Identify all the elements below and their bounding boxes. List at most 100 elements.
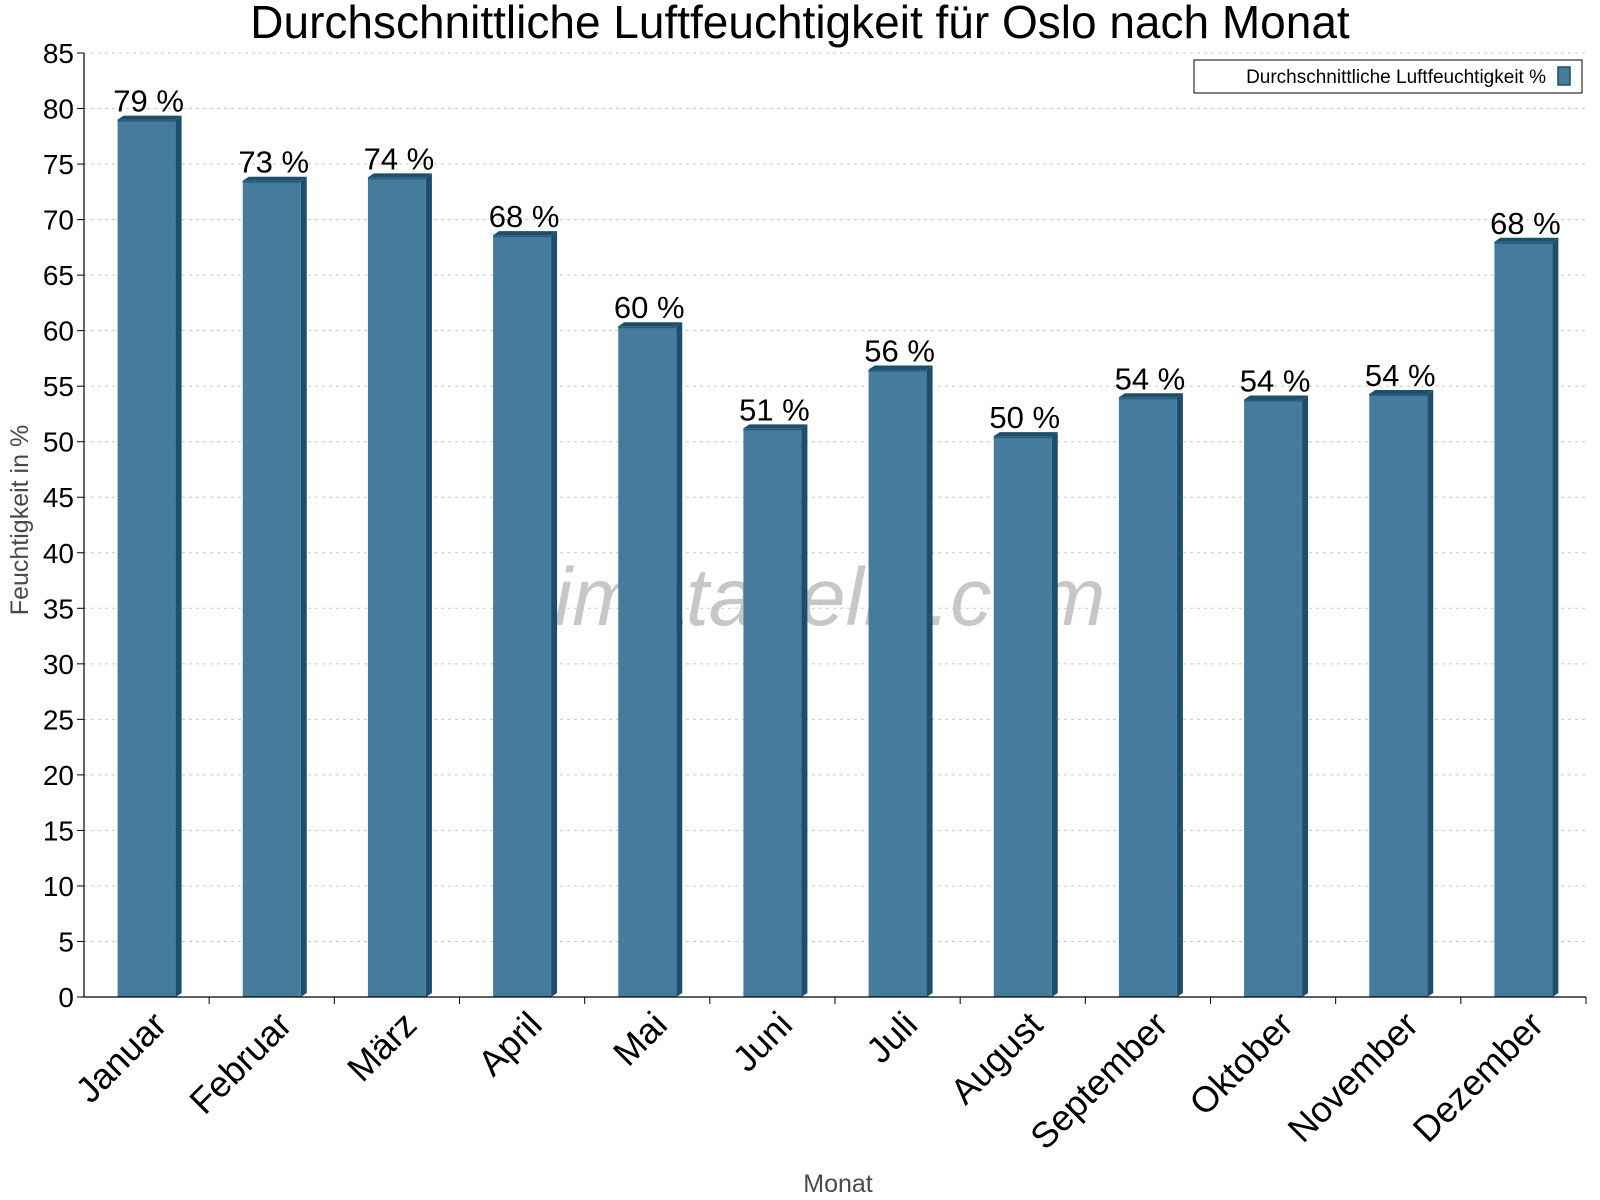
data-labels: 79 % 73 % 74 % 68 % 60 % 51 % 56 % 50 % 54 % 54 %… (113, 84, 1561, 436)
bar-side (1302, 395, 1309, 997)
y-tick-label: 10 (43, 871, 74, 902)
y-tick-label: 15 (43, 815, 74, 846)
x-tick-label-juni: Juni (724, 1004, 800, 1080)
bar-side (175, 115, 182, 997)
y-tick-label: 75 (43, 149, 74, 180)
y-tick-label: 50 (43, 427, 74, 458)
bar-top (117, 115, 182, 120)
x-tick-label-september: September (1022, 1004, 1176, 1158)
bar-april (493, 231, 558, 997)
bar-front (1118, 397, 1177, 997)
data-label-august: 50 % (989, 400, 1060, 435)
y-tick-label: 80 (43, 94, 74, 125)
data-label-september: 54 % (1115, 361, 1186, 396)
bar-januar (117, 115, 182, 997)
y-tick-label: 30 (43, 649, 74, 680)
bar-front (117, 119, 176, 997)
data-label-juni: 51 % (739, 392, 810, 427)
y-tick-label: 25 (43, 704, 74, 735)
x-axis-label: Monat (803, 1170, 873, 1198)
data-label-juli: 56 % (864, 334, 935, 369)
bar-front (1494, 241, 1553, 998)
bar-top (493, 231, 558, 236)
bar-side (425, 173, 432, 998)
bar-front (242, 180, 301, 997)
bar-top (1118, 393, 1183, 398)
x-tick-label-dezember: Dezember (1405, 1004, 1551, 1150)
bar-top (993, 432, 1058, 437)
x-tick-label-oktober: Oktober (1181, 1004, 1301, 1124)
bar-side (1051, 432, 1058, 997)
bar-top (1494, 237, 1559, 242)
bar-side (1552, 237, 1559, 998)
bar-juli (868, 365, 933, 997)
bar-august (993, 432, 1058, 997)
y-tick-label: 20 (43, 760, 74, 791)
y-tick-label: 40 (43, 538, 74, 569)
y-tick-label: 0 (58, 982, 74, 1013)
bar-märz (367, 173, 432, 998)
bar-november (1369, 389, 1434, 998)
bar-top (242, 176, 307, 181)
y-tick-label: 45 (43, 482, 74, 513)
data-label-mai: 60 % (614, 290, 685, 325)
y-tick-label: 60 (43, 316, 74, 347)
y-tick-label: 70 (43, 205, 74, 236)
bar-top (868, 365, 933, 370)
bar-side (1427, 389, 1434, 998)
data-label-dezember: 68 % (1490, 206, 1561, 241)
bar-top (1244, 395, 1309, 400)
bar-oktober (1244, 395, 1309, 997)
bar-side (551, 231, 558, 997)
x-tick-label-juli: Juli (858, 1004, 925, 1071)
chart-title: Durchschnittliche Luftfeuchtigkeit für O… (250, 0, 1350, 48)
bar-top (743, 424, 808, 429)
x-tick-label-januar: Januar (67, 1004, 174, 1111)
bar-front (743, 428, 802, 998)
bar-side (676, 322, 683, 997)
x-tick-label-november: November (1279, 1004, 1425, 1150)
x-tick-label-februar: Februar (181, 1004, 299, 1122)
bar-februar (242, 176, 307, 997)
bar-front (1244, 399, 1303, 997)
bar-front (618, 326, 677, 997)
bar-juni (743, 424, 808, 998)
data-label-november: 54 % (1365, 358, 1436, 393)
bar-side (801, 424, 808, 998)
data-label-februar: 73 % (238, 145, 309, 180)
bar-side (926, 365, 933, 997)
x-tick-label-märz: März (339, 1004, 425, 1090)
bar-front (367, 177, 426, 998)
bar-dezember (1494, 237, 1559, 998)
data-label-april: 68 % (489, 199, 560, 234)
bar-front (868, 369, 927, 997)
gridlines (84, 52, 1586, 942)
x-tick-label-mai: Mai (605, 1004, 675, 1074)
bar-top (1369, 389, 1434, 394)
y-tick-label: 55 (43, 371, 74, 402)
data-label-märz: 74 % (364, 141, 435, 176)
x-tick-label-august: August (942, 1004, 1050, 1112)
legend-box (1193, 59, 1583, 94)
bar-side (300, 176, 307, 997)
bar-front (993, 436, 1052, 997)
data-label-januar: 79 % (113, 84, 184, 119)
bar-september (1118, 393, 1183, 997)
legend-entry-label: Durchschnittliche Luftfeuchtigkeit % (1246, 67, 1546, 88)
bars (117, 115, 1559, 998)
y-tick-label: 65 (43, 260, 74, 291)
legend: Durchschnittliche Luftfeuchtigkeit % (1193, 59, 1583, 94)
x-tick-label-april: April (470, 1004, 550, 1084)
legend-swatch (1557, 66, 1571, 86)
bar-top (367, 173, 432, 178)
bar-front (1369, 393, 1428, 998)
bar-side (1176, 393, 1183, 997)
data-label-oktober: 54 % (1240, 364, 1311, 399)
bar-front (493, 235, 552, 997)
bar-mai (618, 322, 683, 997)
y-axis-label: Feuchtigkeit in % (6, 425, 34, 615)
y-tick-label: 35 (43, 593, 74, 624)
y-tick-label: 85 (43, 38, 74, 69)
